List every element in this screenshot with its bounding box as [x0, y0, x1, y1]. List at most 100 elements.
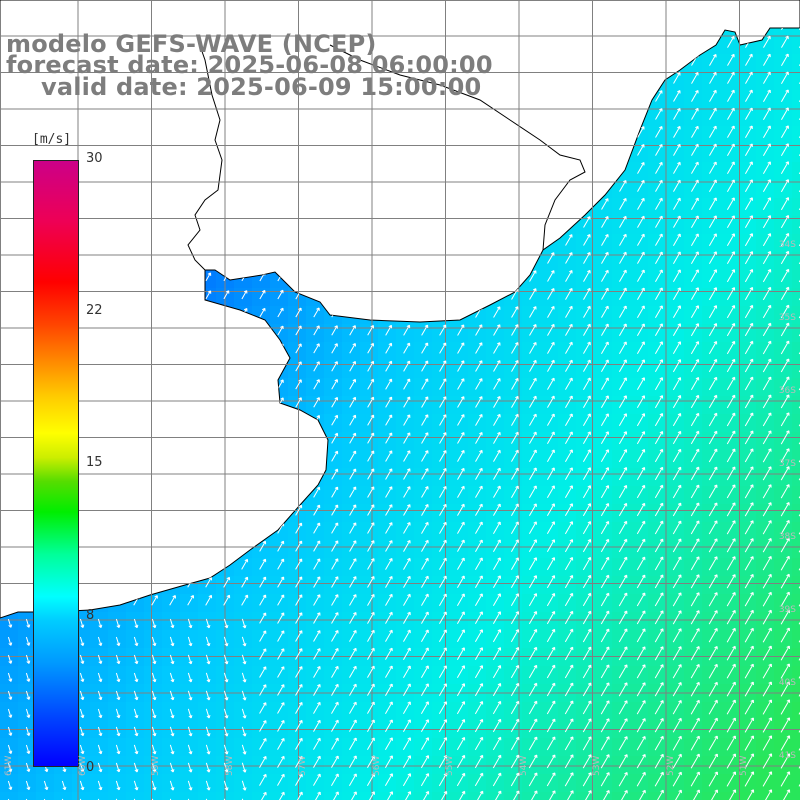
wind-arrow [187, 57, 193, 65]
wind-arrow [61, 148, 67, 155]
wind-arrow [169, 290, 176, 300]
wind-arrow [421, 55, 428, 66]
wind-arrow [313, 146, 320, 156]
wind-arrow [546, 467, 555, 480]
wind-arrow [708, 269, 718, 283]
wind-arrow [565, 341, 573, 354]
wind-cell [792, 36, 800, 54]
valid-date: valid date: 2025-06-09 15:00:00 [41, 73, 482, 101]
wind-arrow [601, 233, 609, 246]
wind-arrow [169, 415, 176, 426]
wind-arrow [475, 396, 483, 408]
wind-arrow [349, 522, 357, 534]
wind-arrow [403, 127, 410, 138]
wind-arrow [115, 470, 122, 480]
wind-arrow [619, 18, 627, 30]
wind-arrow [241, 75, 247, 83]
wind-arrow [133, 272, 139, 281]
wind-arrow [97, 470, 104, 480]
wind-arrow [97, 488, 104, 498]
wind-arrow [133, 434, 140, 444]
wind-arrow [421, 91, 428, 102]
wind-arrow [295, 504, 303, 516]
wind-arrow [439, 306, 447, 318]
wind-arrow [313, 110, 320, 120]
wind-arrow [457, 198, 465, 210]
wind-cell [162, 792, 180, 800]
wind-arrow [565, 216, 573, 228]
wind-arrow [295, 235, 302, 246]
wind-arrow [205, 21, 211, 29]
wind-arrow [475, 270, 483, 282]
wind-arrow [331, 379, 338, 390]
wind-arrow [780, 107, 789, 120]
wind-arrow [115, 40, 121, 47]
wind-arrow [115, 434, 122, 444]
wind-arrow [115, 398, 122, 408]
wind-arrow [313, 38, 320, 48]
wind-arrow [492, 539, 501, 552]
wind-arrow [205, 308, 212, 318]
wind-arrow [601, 180, 609, 192]
wind-arrow [727, 107, 735, 120]
wind-arrow [583, 377, 591, 390]
wind-arrow [781, 35, 789, 48]
wind-arrow [133, 58, 139, 65]
wind-arrow [439, 55, 446, 66]
wind-arrow [115, 344, 121, 353]
wind-arrow [673, 0, 681, 12]
wind-arrow [133, 183, 139, 191]
wind-arrow [780, 125, 789, 139]
wind-arrow [762, 215, 772, 229]
wind-arrow [421, 1, 428, 12]
wind-arrow [511, 108, 519, 120]
wind-arrow [259, 39, 265, 47]
wind-arrow [223, 182, 229, 192]
wind-arrow [7, 488, 14, 498]
wind-arrow [493, 162, 501, 174]
wind-arrow [511, 467, 519, 480]
wind-arrow [61, 5, 66, 11]
wind-arrow [223, 146, 229, 155]
wind-arrow [565, 323, 573, 336]
wind-arrow [241, 361, 248, 372]
wind-arrow [511, 126, 519, 138]
wind-arrow [385, 324, 393, 336]
wind-arrow [169, 183, 175, 191]
wind-arrow [115, 541, 122, 552]
wind-arrow [654, 538, 664, 553]
wind-arrow [187, 326, 194, 336]
wind-arrow [115, 76, 121, 83]
wind-cell [468, 792, 486, 800]
wind-arrow [709, 107, 717, 120]
wind-arrow [763, 53, 771, 66]
wind-arrow [547, 270, 555, 282]
wind-arrow [601, 18, 609, 30]
wind-arrow [187, 75, 193, 83]
wind-arrow [655, 90, 663, 102]
wind-arrow [457, 1, 464, 12]
wind-arrow [205, 361, 212, 372]
wind-arrow [97, 523, 104, 534]
wind-arrow [583, 126, 591, 138]
wind-arrow [259, 289, 266, 300]
wind-arrow [43, 76, 48, 83]
wind-arrow [403, 522, 411, 534]
wind-arrow [600, 520, 610, 535]
wind-arrow [655, 269, 663, 282]
wind-cell [792, 594, 800, 612]
wind-arrow [169, 272, 176, 282]
wind-arrow [691, 125, 699, 138]
wind-arrow [403, 486, 411, 498]
wind-arrow [187, 218, 193, 227]
wind-arrow [582, 413, 591, 426]
wind-arrow [709, 18, 717, 30]
wind-cell [792, 702, 800, 720]
latitude-label: 41S [778, 751, 796, 761]
wind-arrow [187, 559, 194, 570]
wind-arrow [493, 324, 501, 336]
wind-arrow [385, 378, 393, 390]
wind-arrow [762, 161, 771, 175]
wind-arrow [349, 217, 356, 228]
wind-arrow [241, 39, 247, 47]
